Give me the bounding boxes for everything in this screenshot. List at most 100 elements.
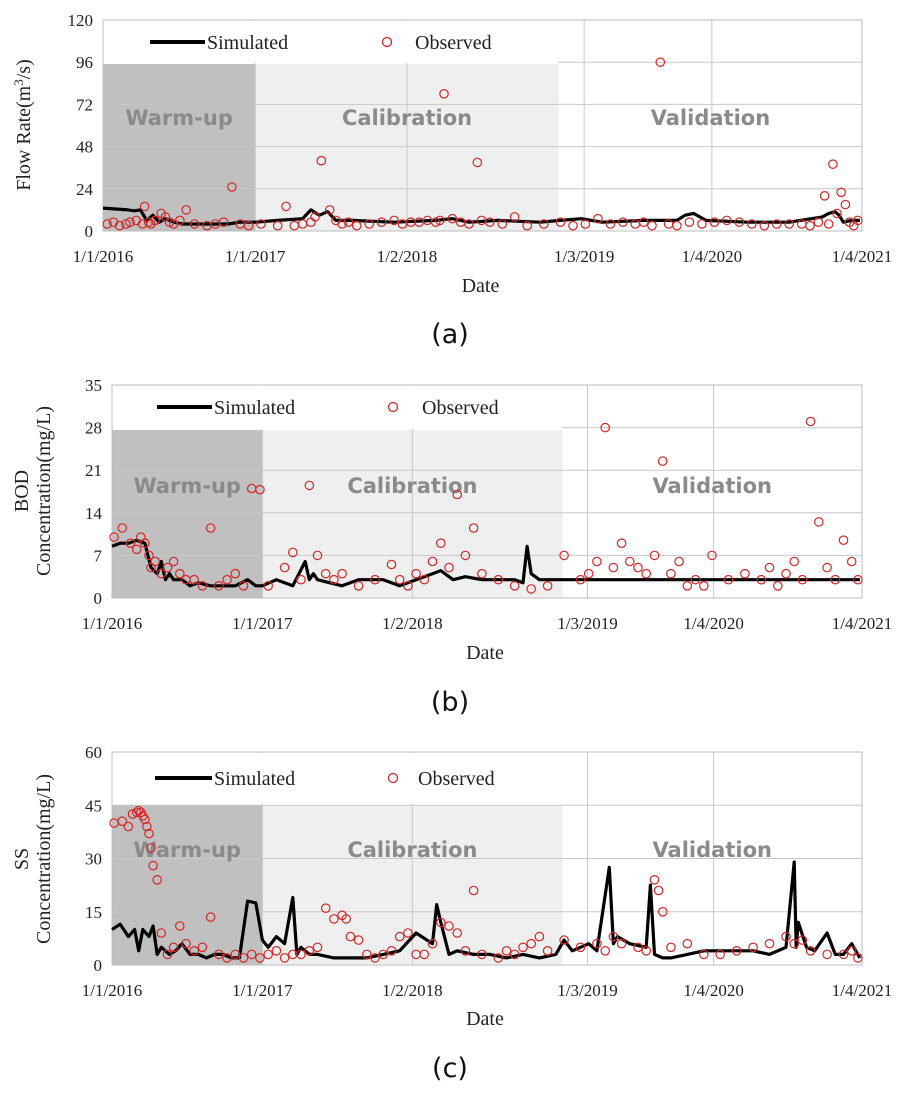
legend-observed-label: Observed: [415, 32, 492, 54]
chart-panel-b: Warm-up Calibration Validation 0 7 14 21 28 35 1/…: [11, 376, 892, 718]
observed-point: [189, 219, 200, 229]
observed-point: [246, 949, 257, 960]
period-label-calibration: Calibration: [342, 106, 472, 130]
observed-point: [139, 201, 150, 212]
observed-point: [142, 821, 152, 832]
observed-point: [144, 550, 154, 561]
y-tick-label: 0: [94, 956, 103, 975]
observed-point: [592, 938, 602, 949]
observed-point: [832, 208, 842, 219]
observed-point: [205, 523, 216, 533]
observed-point: [509, 580, 520, 591]
observed-point: [493, 953, 504, 963]
observed-point: [452, 489, 462, 500]
observed-point: [164, 217, 175, 227]
observed-point: [655, 57, 666, 67]
observed-point: [168, 942, 179, 953]
observed-point: [197, 942, 208, 953]
warmup-region: [112, 805, 263, 965]
y-tick-label: 21: [85, 461, 102, 480]
observed-point: [312, 550, 323, 561]
observed-point: [143, 217, 154, 227]
observed-point: [526, 584, 536, 594]
observed-point: [684, 217, 695, 227]
observed-point: [376, 217, 387, 227]
y-axis-title-unit: Concentration(mg/L): [33, 774, 55, 944]
observed-point: [279, 953, 290, 963]
plot-frame: [111, 751, 863, 966]
y-tick-label: 120: [68, 11, 94, 30]
period-label-validation: Validation: [652, 838, 772, 862]
observed-point: [427, 556, 438, 567]
observed-point: [329, 574, 339, 585]
observed-point: [460, 550, 471, 561]
x-tick-label: 1/4/2020: [683, 981, 743, 1000]
legend-observed-label: Observed: [422, 397, 499, 419]
observed-point: [501, 945, 512, 956]
observed-point: [296, 574, 306, 585]
observed-point: [464, 219, 474, 229]
observed-point: [709, 217, 720, 227]
observed-point: [649, 874, 660, 885]
observed-point: [222, 574, 232, 585]
observed-point: [789, 938, 799, 949]
y-tick-label: 48: [76, 138, 93, 157]
observed-point: [156, 928, 167, 938]
observed-point: [698, 580, 709, 591]
observed-point: [649, 550, 660, 561]
observed-point: [641, 568, 651, 579]
observed-point: [148, 860, 158, 871]
y-tick-label: 96: [76, 53, 93, 72]
observed-point: [771, 219, 782, 229]
legend-observed-label: Observed: [418, 768, 495, 790]
x-tick-label: 1/1/2017: [232, 614, 293, 633]
observed-point: [263, 580, 273, 591]
period-label-calibration: Calibration: [347, 838, 477, 862]
observed-point: [117, 523, 128, 533]
y-tick-label: 7: [94, 546, 103, 565]
observed-point: [197, 580, 208, 591]
observed-point: [534, 931, 545, 942]
observed-point: [672, 220, 682, 231]
observed-point: [419, 949, 430, 960]
observed-point: [748, 942, 758, 953]
observed-point: [189, 945, 199, 956]
observed-point: [575, 574, 586, 585]
observed-point: [542, 580, 553, 591]
observed-point: [715, 949, 725, 960]
observed-point: [682, 938, 693, 949]
observed-point: [583, 568, 594, 579]
observed-point: [638, 217, 649, 227]
observed-point: [721, 215, 732, 226]
observed-point: [281, 201, 291, 212]
observed-point: [256, 219, 266, 229]
x-axis-title: Date: [466, 642, 504, 664]
y-axis-title-parameter: SS: [11, 848, 33, 870]
y-tick-label: 35: [85, 376, 102, 395]
observed-point: [477, 949, 487, 960]
observed-point: [538, 219, 549, 229]
panel-label-a: (a): [431, 319, 469, 350]
observed-point: [411, 568, 421, 579]
observed-point: [605, 219, 616, 229]
period-label-validation: Validation: [651, 106, 771, 130]
observed-point: [175, 215, 185, 226]
observed-point: [731, 945, 742, 956]
plot-frame: [102, 19, 863, 232]
observed-point: [593, 213, 603, 224]
observed-point: [152, 874, 162, 885]
simulated-series-line: [111, 538, 860, 588]
observed-point: [378, 949, 388, 960]
observed-point: [840, 199, 851, 210]
observed-point: [575, 942, 586, 953]
observed-point: [131, 544, 142, 555]
observed-point: [364, 219, 374, 229]
x-tick-label: 1/4/2021: [832, 614, 892, 633]
observed-point: [698, 949, 709, 960]
observed-point: [852, 215, 863, 226]
observed-point: [351, 220, 362, 231]
x-tick-label: 1/4/2021: [832, 247, 892, 266]
observed-point: [797, 935, 808, 945]
observed-point: [805, 220, 815, 231]
observed-point: [472, 157, 483, 168]
